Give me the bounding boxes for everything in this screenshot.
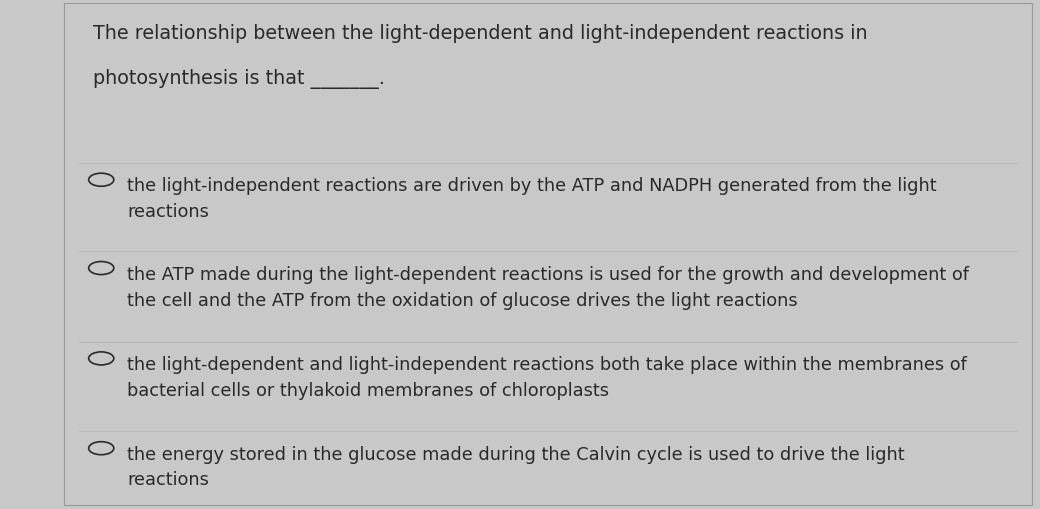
Text: the light-dependent and light-independent reactions both take place within the m: the light-dependent and light-independen…	[127, 356, 967, 399]
Text: The relationship between the light-dependent and light-independent reactions in: The relationship between the light-depen…	[94, 24, 868, 43]
Text: the ATP made during the light-dependent reactions is used for the growth and dev: the ATP made during the light-dependent …	[127, 266, 969, 309]
Text: photosynthesis is that _______.: photosynthesis is that _______.	[94, 69, 386, 89]
Text: the light-independent reactions are driven by the ATP and NADPH generated from t: the light-independent reactions are driv…	[127, 177, 937, 220]
Text: the energy stored in the glucose made during the Calvin cycle is used to drive t: the energy stored in the glucose made du…	[127, 445, 905, 489]
